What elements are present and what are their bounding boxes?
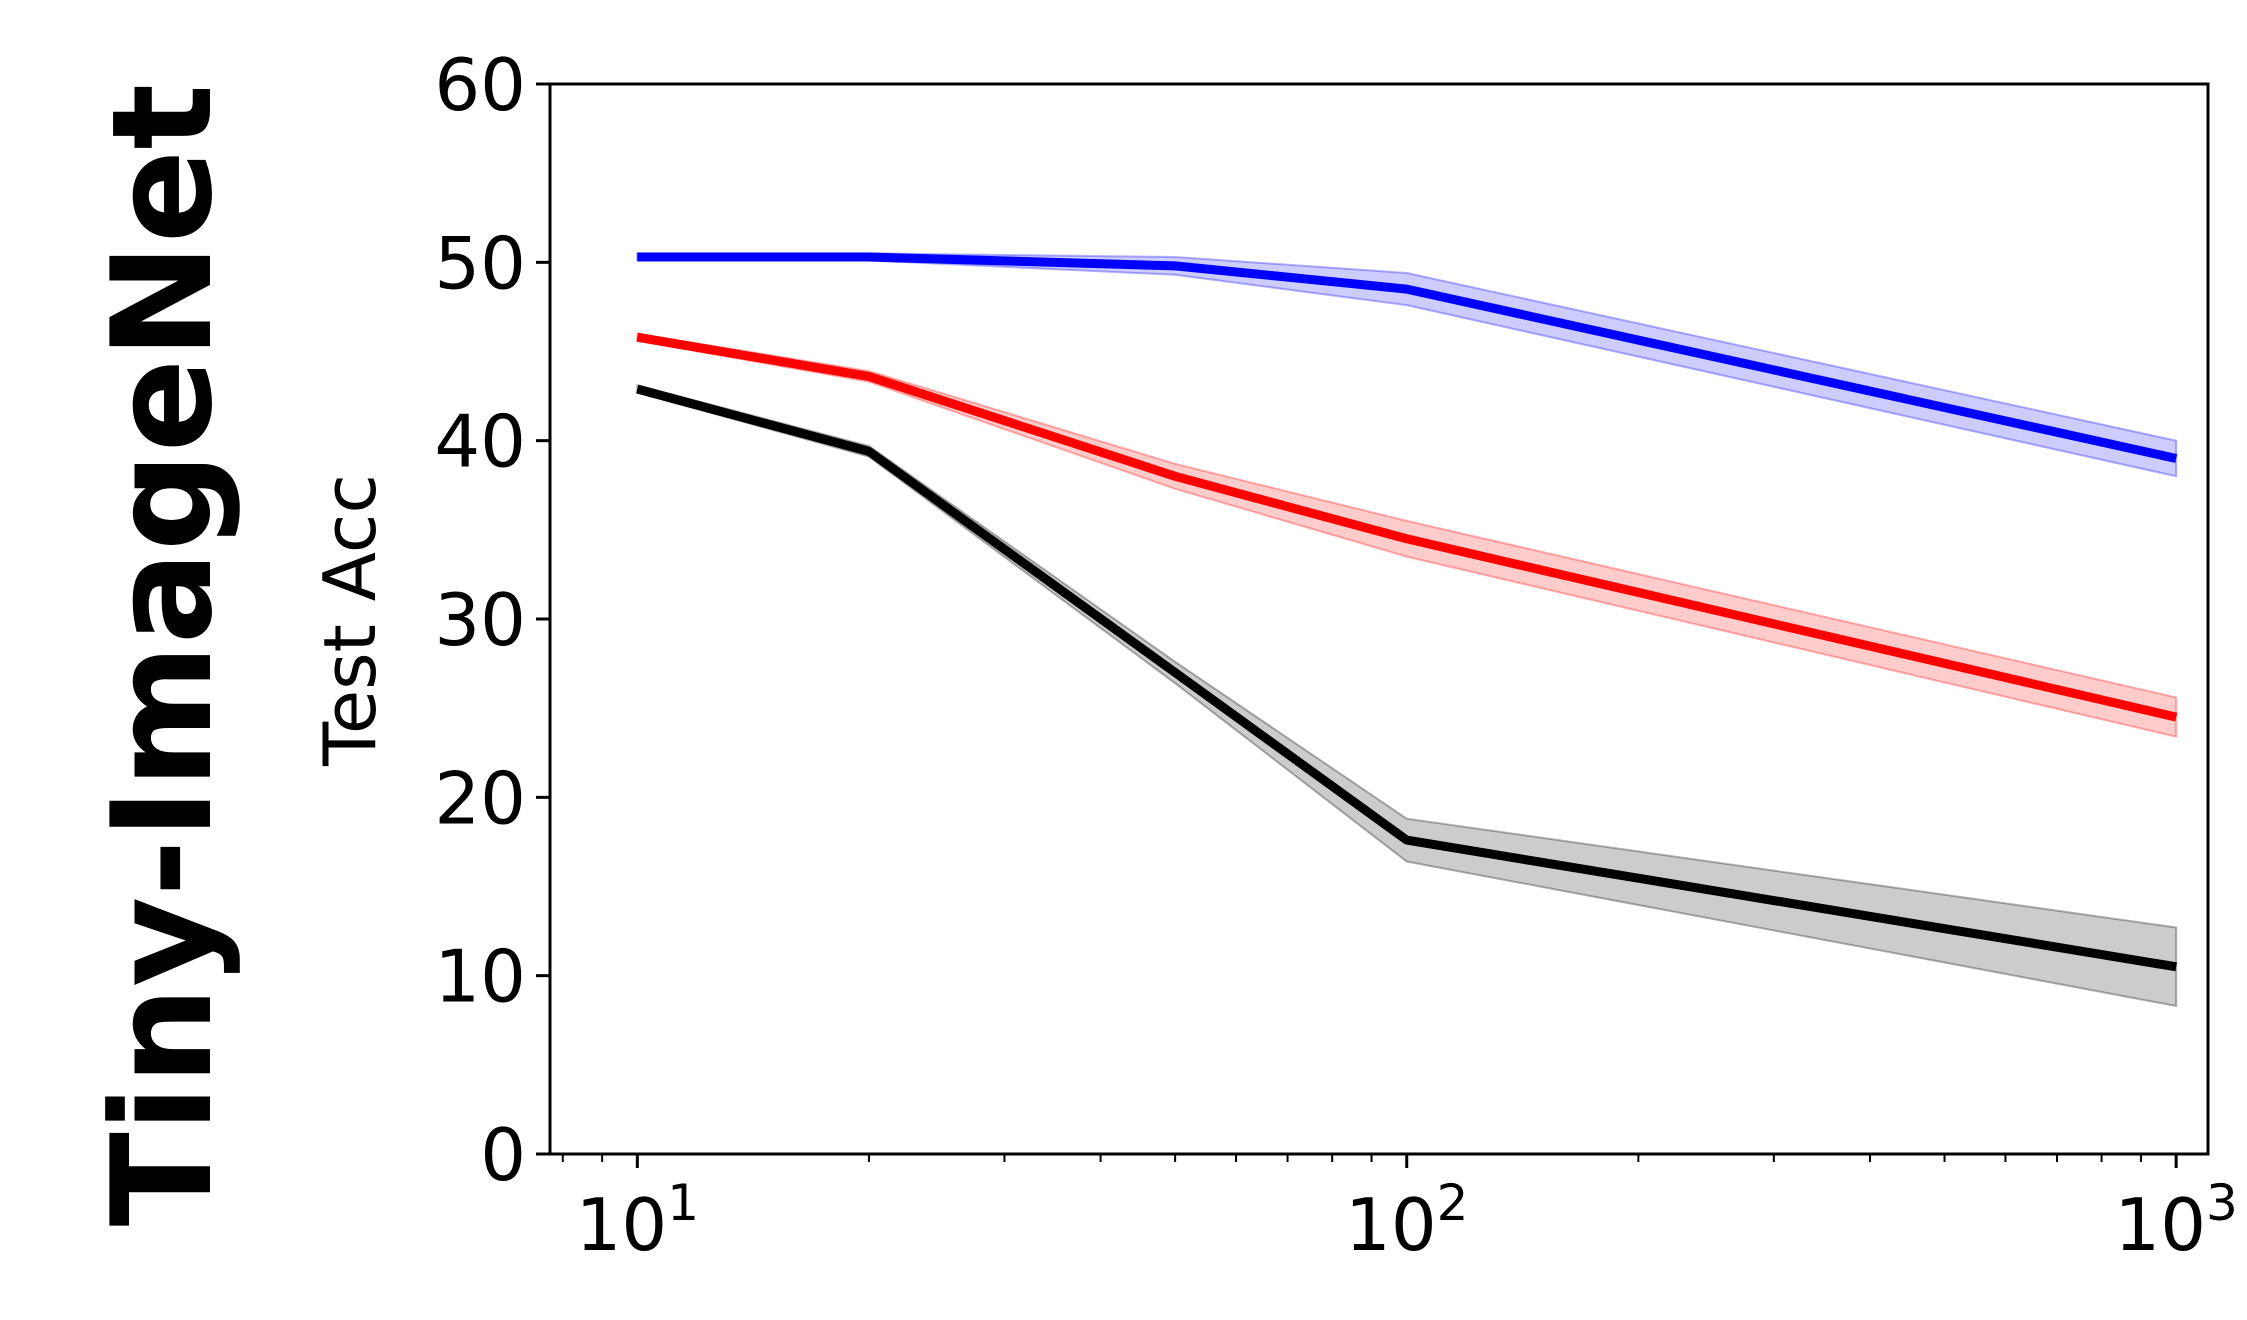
series-lines: [636, 252, 2178, 972]
y-tick-label: 60: [434, 43, 526, 127]
y-axis-label: Test Acc: [308, 474, 392, 767]
series-line-2: [636, 384, 2177, 972]
series-line-1: [636, 332, 2178, 722]
y-tick-label: 20: [434, 756, 526, 840]
x-tick-label: 101: [576, 1174, 699, 1267]
plot-frame: [548, 82, 2210, 1156]
y-tick-label: 50: [434, 221, 526, 305]
y-tick-label: 40: [434, 400, 526, 484]
series-line-0: [637, 252, 2178, 463]
y-tick-label: 30: [434, 578, 526, 662]
confidence-bands: [636, 252, 2178, 1008]
x-tick-label: 102: [1345, 1174, 1468, 1267]
series-band-2: [636, 384, 2178, 1008]
dataset-row-label: Tiny-ImageNet: [82, 84, 243, 1227]
y-tick-label: 0: [480, 1113, 526, 1197]
y-axis-ticks: 0 10 20 30 40 50 60: [434, 43, 550, 1197]
x-tick-label: 103: [2114, 1174, 2237, 1267]
y-tick-label: 10: [434, 935, 526, 1019]
x-axis-ticks: 101 102 103: [561, 1154, 2238, 1267]
